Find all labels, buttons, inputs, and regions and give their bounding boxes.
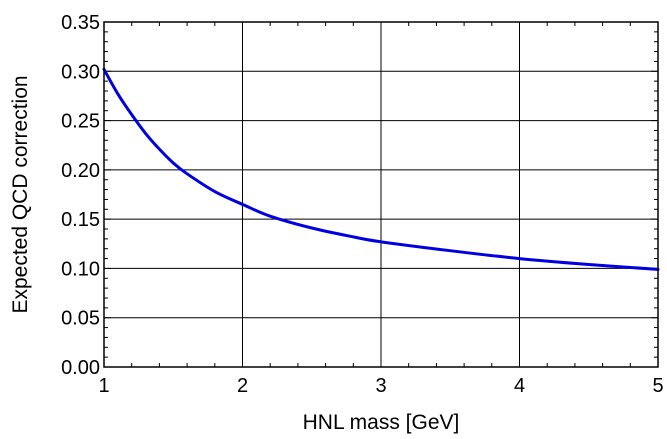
x-tick-label: 2 (237, 375, 248, 397)
grid-lines (104, 22, 658, 367)
plot-frame (103, 21, 659, 368)
y-tick-label: 0.20 (61, 160, 100, 182)
x-tick-label: 4 (514, 375, 525, 397)
series-line (102, 67, 660, 271)
y-tick-label: 0.15 (61, 209, 100, 231)
x-axis-label: HNL mass [GeV] (303, 411, 460, 434)
x-tick-label: 5 (652, 375, 663, 397)
y-tick-label: 0.35 (61, 12, 100, 34)
y-tick-label: 0.00 (61, 357, 100, 379)
y-tick-label: 0.05 (61, 308, 100, 330)
y-tick-label: 0.30 (61, 61, 100, 83)
y-tick-labels: 0.00 0.05 0.10 0.15 0.20 0.25 0.30 0.35 (61, 12, 100, 379)
y-tick-label: 0.10 (61, 258, 100, 280)
series-group (102, 67, 660, 271)
x-tick-label: 3 (375, 375, 386, 397)
x-tick-label: 1 (98, 375, 109, 397)
y-axis-label: Expected QCD correction (9, 75, 32, 313)
x-tick-labels: 1 2 3 4 5 (98, 375, 663, 397)
y-tick-label: 0.25 (61, 111, 100, 133)
